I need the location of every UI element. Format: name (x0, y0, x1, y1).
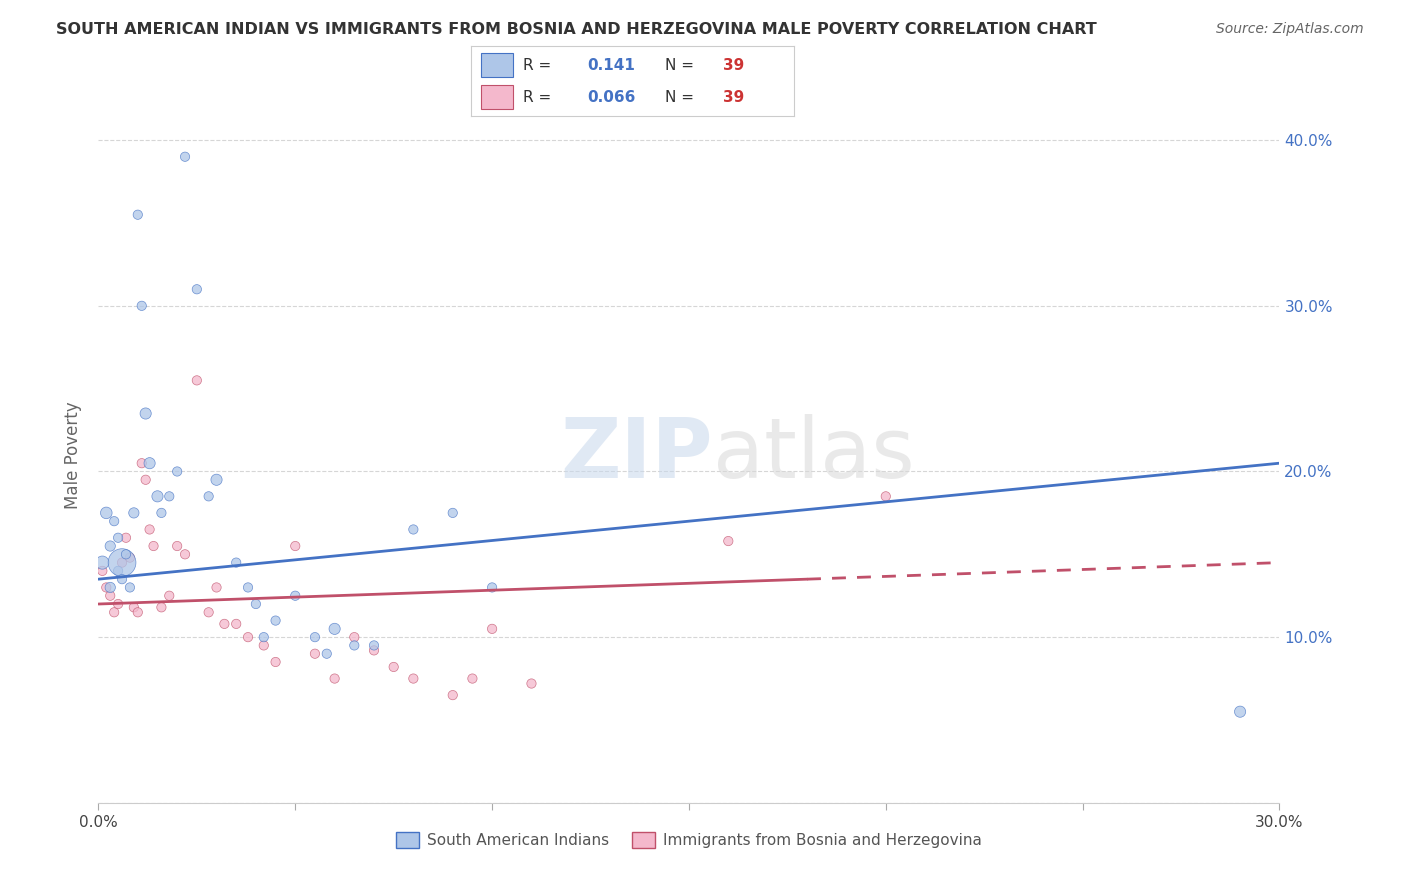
Text: 39: 39 (723, 90, 745, 104)
Point (111, 572, 134, 586)
Point (98, 581, 121, 595)
Point (875, 489, 897, 503)
Point (236, 630, 259, 644)
Point (304, 630, 326, 644)
Point (205, 581, 228, 595)
Point (323, 622, 346, 636)
Point (717, 534, 740, 549)
Point (131, 456, 153, 470)
Point (157, 589, 180, 603)
Point (127, 605, 149, 619)
Point (264, 655, 287, 669)
Text: R =: R = (523, 90, 551, 104)
Point (225, 556, 247, 570)
Point (441, 506, 464, 520)
Point (138, 523, 160, 537)
Point (186, 373, 208, 387)
Point (284, 539, 307, 553)
Point (96, 506, 118, 520)
Point (157, 489, 180, 503)
Point (304, 647, 326, 661)
Point (111, 556, 134, 570)
Point (197, 605, 219, 619)
Point (343, 630, 366, 644)
Point (166, 539, 188, 553)
Point (146, 489, 169, 503)
Point (150, 506, 173, 520)
Point (91, 556, 114, 570)
Point (481, 622, 503, 636)
Point (174, 547, 197, 561)
Point (481, 581, 503, 595)
Point (323, 672, 346, 686)
Point (127, 208, 149, 222)
Point (253, 630, 276, 644)
Point (118, 550, 141, 565)
Point (284, 589, 307, 603)
Point (103, 514, 125, 528)
Point (118, 581, 141, 595)
Point (91, 564, 114, 578)
Point (461, 672, 484, 686)
Point (253, 639, 276, 653)
Point (150, 600, 173, 615)
Point (441, 688, 464, 702)
Text: Source: ZipAtlas.com: Source: ZipAtlas.com (1216, 22, 1364, 37)
Point (186, 282, 208, 296)
Point (402, 672, 425, 686)
FancyBboxPatch shape (481, 86, 513, 109)
Text: N =: N = (665, 90, 695, 104)
Point (103, 605, 125, 619)
Text: ZIP: ZIP (560, 415, 713, 495)
Text: R =: R = (523, 58, 551, 72)
Point (98, 539, 121, 553)
Point (142, 539, 165, 553)
Point (225, 616, 247, 631)
Text: 0.141: 0.141 (588, 58, 636, 72)
Point (315, 647, 337, 661)
Point (214, 616, 236, 631)
Point (131, 299, 153, 313)
Point (98, 589, 121, 603)
Point (343, 639, 366, 653)
Point (111, 556, 134, 570)
Point (166, 465, 188, 479)
Point (135, 473, 157, 487)
Point (138, 456, 160, 470)
Point (115, 531, 138, 545)
FancyBboxPatch shape (481, 54, 513, 77)
Point (96, 581, 118, 595)
Point (264, 614, 287, 628)
Text: 0.066: 0.066 (588, 90, 636, 104)
Point (197, 489, 219, 503)
Text: N =: N = (665, 58, 695, 72)
Point (363, 643, 385, 657)
Point (174, 150, 197, 164)
Point (382, 660, 405, 674)
Text: 39: 39 (723, 58, 745, 72)
Point (245, 597, 267, 611)
Y-axis label: Male Poverty: Male Poverty (65, 401, 83, 508)
Point (122, 506, 145, 520)
Point (115, 547, 138, 561)
Point (205, 473, 228, 487)
Point (520, 676, 543, 690)
Text: SOUTH AMERICAN INDIAN VS IMMIGRANTS FROM BOSNIA AND HERZEGOVINA MALE POVERTY COR: SOUTH AMERICAN INDIAN VS IMMIGRANTS FROM… (56, 22, 1097, 37)
Point (236, 581, 259, 595)
Point (107, 597, 129, 611)
Point (402, 523, 425, 537)
Point (107, 531, 129, 545)
Point (107, 564, 129, 578)
Point (363, 639, 385, 653)
Legend: South American Indians, Immigrants from Bosnia and Herzegovina: South American Indians, Immigrants from … (391, 826, 987, 855)
Point (1229, 705, 1251, 719)
Text: atlas: atlas (713, 415, 914, 495)
Point (122, 600, 145, 615)
Point (135, 407, 157, 421)
